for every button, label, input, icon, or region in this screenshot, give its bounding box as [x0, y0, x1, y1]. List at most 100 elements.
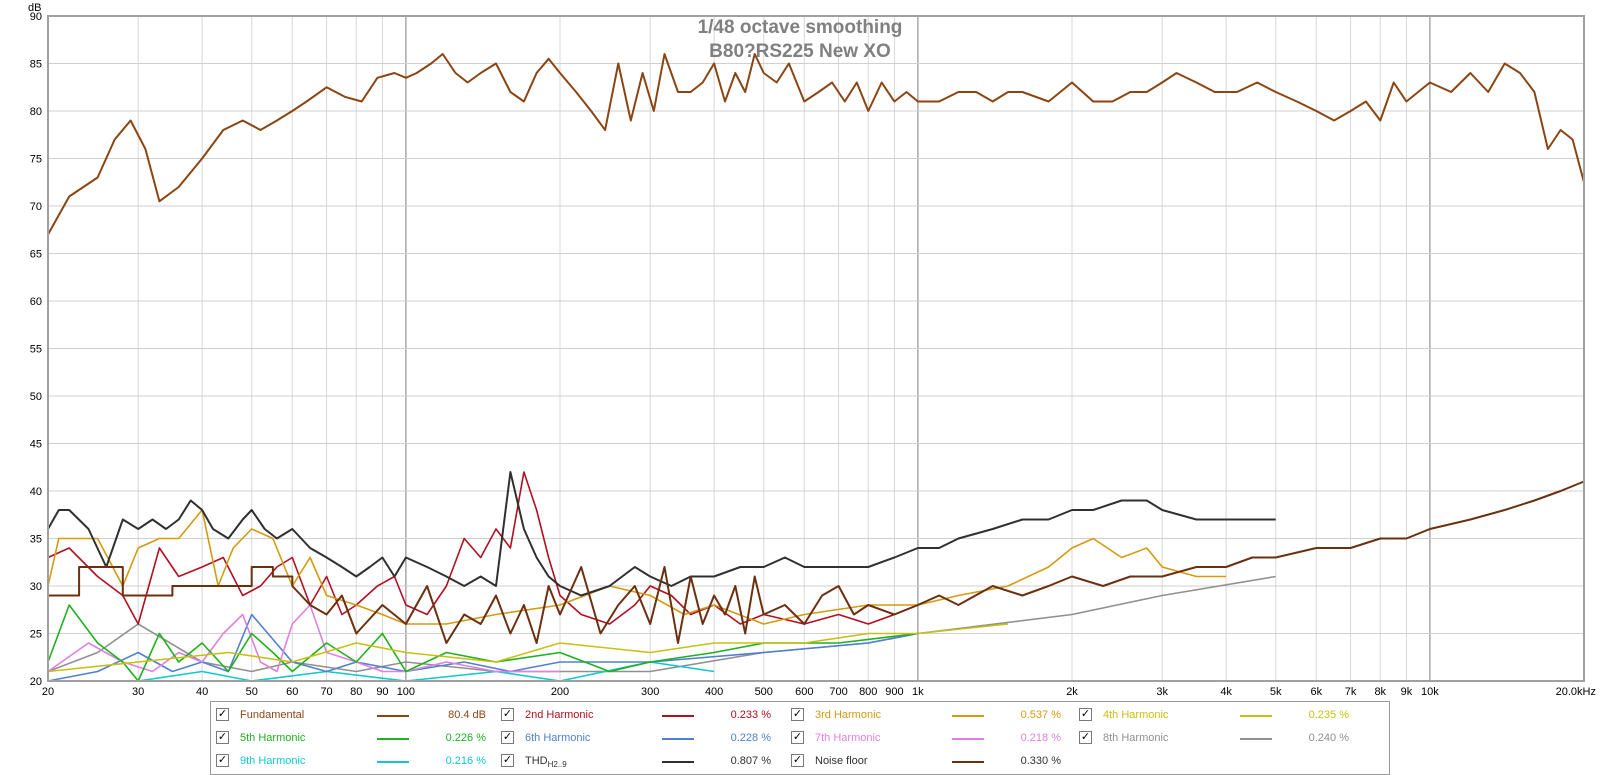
legend-item-7th-harmonic: ✓ 7th Harmonic 0.218 % [791, 730, 1071, 750]
rew-distortion-chart: 20 25 30 35 40 45 50 55 60 65 70 75 80 85 90 20 30 40 50 60… [28, 2, 1596, 698]
legend-swatch [952, 715, 984, 717]
x-tick-label: 500 [755, 686, 773, 698]
x-tick-label: 70 [320, 686, 332, 698]
x-tick-label: 7k [1345, 686, 1357, 698]
legend-label: 2nd Harmonic [525, 709, 594, 721]
legend-value: 80.4 dB [448, 709, 486, 721]
legend-checkbox-9th-harmonic[interactable]: ✓ [216, 754, 229, 767]
x-tick-label: 6k [1310, 686, 1322, 698]
legend-checkbox-8th-harmonic[interactable]: ✓ [1079, 731, 1092, 744]
y-tick-label: 50 [30, 391, 42, 403]
y-tick-label: 85 [30, 59, 42, 71]
legend-value: 0.226 % [445, 732, 486, 744]
legend-value: 0.807 % [730, 755, 771, 767]
legend-value: 0.235 % [1308, 709, 1349, 721]
y-tick-label: 55 [30, 344, 42, 356]
legend-value: 0.537 % [1020, 709, 1061, 721]
legend-value: 0.216 % [445, 755, 486, 767]
legend-label: 8th Harmonic [1103, 732, 1169, 744]
legend-panel: ✓ Fundamental 80.4 dB ✓ 2nd Harmonic 0.233 % ✓… [210, 701, 1390, 775]
x-tick-label: 400 [705, 686, 723, 698]
legend-label: 5th Harmonic [240, 732, 306, 744]
legend-swatch [377, 738, 409, 740]
x-tick-label: 2k [1066, 686, 1078, 698]
legend-label: Noise floor [815, 755, 868, 767]
legend-value: 0.233 % [730, 709, 771, 721]
legend-label: 9th Harmonic [240, 755, 306, 767]
y-tick-label: 35 [30, 534, 42, 546]
legend-item-9th-harmonic: ✓ 9th Harmonic 0.216 % [216, 753, 496, 773]
series-line-9th-harmonic [48, 661, 715, 682]
x-tick-label: 30 [132, 686, 144, 698]
legend-checkbox-4th-harmonic[interactable]: ✓ [1079, 708, 1092, 721]
y-tick-label: 90 [30, 11, 42, 23]
x-tick-label: 9k [1401, 686, 1413, 698]
x-tick-label: 100 [397, 686, 415, 698]
legend-swatch [377, 761, 409, 763]
legend-label: THDH2..9 [525, 755, 567, 770]
x-tick-label: 600 [795, 686, 813, 698]
chart-subtitle: B80?RS225 New XO [709, 41, 891, 62]
x-tick-label: 200 [551, 686, 569, 698]
series-lines [47, 53, 1585, 682]
y-tick-label: 25 [30, 629, 42, 641]
legend-item-3rd-harmonic: ✓ 3rd Harmonic 0.537 % [791, 707, 1071, 727]
y-tick-label: 75 [30, 154, 42, 166]
x-tick-label: 5k [1270, 686, 1282, 698]
y-tick-label: 60 [30, 296, 42, 308]
y-tick-label: 30 [30, 581, 42, 593]
series-line-6th-harmonic [47, 613, 919, 682]
series-line-fundamental [47, 53, 1585, 235]
x-tick-label: 800 [859, 686, 877, 698]
plot-border [47, 15, 1585, 682]
x-tick-label: 300 [641, 686, 659, 698]
legend-swatch [662, 761, 694, 763]
x-tick-label: 1k [912, 686, 924, 698]
legend-checkbox-noise-floor[interactable]: ✓ [791, 754, 804, 767]
legend-checkbox-7th-harmonic[interactable]: ✓ [791, 731, 804, 744]
grid-lines [47, 15, 1585, 682]
legend-item-6th-harmonic: ✓ 6th Harmonic 0.228 % [501, 730, 781, 750]
x-tick-label: 80 [350, 686, 362, 698]
legend-label-subscript: H2..9 [547, 760, 567, 770]
legend-item-5th-harmonic: ✓ 5th Harmonic 0.226 % [216, 730, 496, 750]
x-tick-label: 20 [42, 686, 54, 698]
x-tick-label: 4k [1220, 686, 1232, 698]
y-tick-label: 40 [30, 486, 42, 498]
series-line-thd-h2-9 [47, 471, 1276, 597]
legend-value: 0.240 % [1308, 732, 1349, 744]
legend-swatch [952, 738, 984, 740]
legend-checkbox-6th-harmonic[interactable]: ✓ [501, 731, 514, 744]
y-tick-label: 80 [30, 106, 42, 118]
series-line-3rd-harmonic [47, 509, 1227, 625]
legend-checkbox-3rd-harmonic[interactable]: ✓ [791, 708, 804, 721]
legend-item-thd: ✓ THDH2..9 0.807 % [501, 753, 781, 773]
legend-checkbox-thd[interactable]: ✓ [501, 754, 514, 767]
legend-label: Fundamental [240, 709, 305, 721]
y-axis-unit-label: dB [28, 2, 41, 14]
y-tick-label: 45 [30, 439, 42, 451]
y-tick-label: 65 [30, 249, 42, 261]
x-tick-label: 10k [1421, 686, 1439, 698]
series-line-2nd-harmonic [47, 471, 919, 625]
legend-item-8th-harmonic: ✓ 8th Harmonic 0.240 % [1079, 730, 1359, 750]
legend-checkbox-fundamental[interactable]: ✓ [216, 708, 229, 721]
legend-swatch [1240, 738, 1272, 740]
chart-title: 1/48 octave smoothing [698, 17, 903, 38]
legend-value: 0.330 % [1020, 755, 1061, 767]
legend-label: 4th Harmonic [1103, 709, 1169, 721]
legend-swatch [662, 715, 694, 717]
legend-checkbox-5th-harmonic[interactable]: ✓ [216, 731, 229, 744]
legend-swatch [377, 715, 409, 717]
x-tick-label: 60 [286, 686, 298, 698]
legend-swatch [952, 761, 984, 763]
axis-ticks: 20 25 30 35 40 45 50 55 60 65 70 75 80 85 90 20 30 40 50 60… [30, 11, 1596, 698]
legend-item-4th-harmonic: ✓ 4th Harmonic 0.235 % [1079, 707, 1359, 727]
legend-item-noise-floor: ✓ Noise floor 0.330 % [791, 753, 1071, 773]
legend-value: 0.228 % [730, 732, 771, 744]
legend-label: 6th Harmonic [525, 732, 591, 744]
legend-value: 0.218 % [1020, 732, 1061, 744]
x-tick-label: 900 [885, 686, 903, 698]
x-tick-label: 8k [1374, 686, 1386, 698]
legend-checkbox-2nd-harmonic[interactable]: ✓ [501, 708, 514, 721]
